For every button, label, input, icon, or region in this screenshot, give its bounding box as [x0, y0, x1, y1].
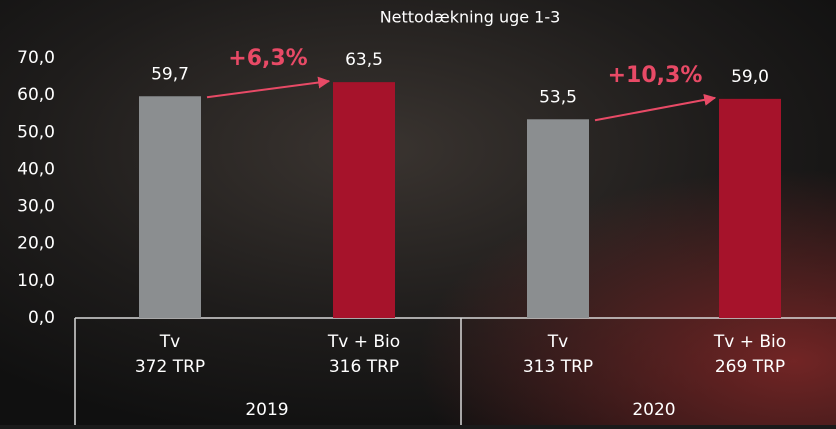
- group-label: 2020: [632, 400, 675, 420]
- bar: [333, 82, 395, 318]
- page: Nettodækning uge 1-3 0,0 10,0 20,0 30,0 40,0…: [0, 0, 836, 425]
- y-tick-label: 10,0: [17, 271, 55, 291]
- bar: [719, 99, 781, 318]
- value-label: 59,0: [731, 67, 769, 87]
- x-tick-label: Tv: [547, 332, 568, 352]
- x-tick-sublabel: 313 TRP: [523, 357, 593, 377]
- x-tick-label: Tv: [159, 332, 180, 352]
- value-label: 63,5: [345, 50, 383, 70]
- y-tick-label: 50,0: [17, 122, 55, 142]
- group-label: 2019: [245, 400, 288, 420]
- y-tick-label: 40,0: [17, 159, 55, 179]
- y-tick-label: 20,0: [17, 234, 55, 254]
- value-label: 53,5: [539, 87, 577, 107]
- x-tick-sublabel: 316 TRP: [329, 357, 399, 377]
- y-tick-label: 60,0: [17, 85, 55, 105]
- bar: [527, 119, 589, 318]
- chart-title: Nettodækning uge 1-3: [380, 8, 561, 27]
- y-tick-label: 70,0: [17, 48, 55, 68]
- x-tick-sublabel: 372 TRP: [135, 357, 205, 377]
- chart: Nettodækning uge 1-3 0,0 10,0 20,0 30,0 40,0…: [0, 0, 836, 425]
- x-tick-label: Tv + Bio: [713, 332, 786, 352]
- annotation: +10,3%: [608, 63, 703, 88]
- value-label: 59,7: [151, 64, 189, 84]
- annotation: +6,3%: [228, 46, 307, 71]
- bar: [139, 96, 201, 318]
- y-tick-label: 0,0: [28, 308, 55, 328]
- x-tick-sublabel: 269 TRP: [715, 357, 785, 377]
- background-tint: [0, 0, 836, 425]
- y-tick-label: 30,0: [17, 197, 55, 217]
- x-tick-label: Tv + Bio: [327, 332, 400, 352]
